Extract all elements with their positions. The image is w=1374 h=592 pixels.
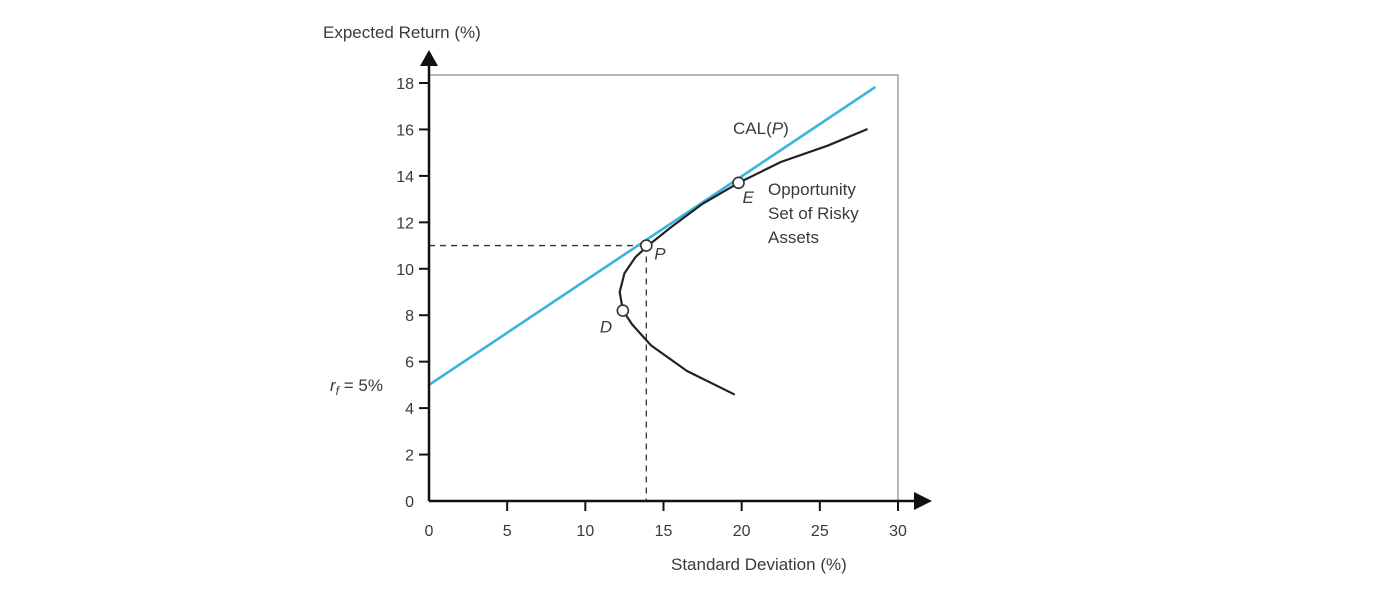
- y-axis-title: Expected Return (%): [323, 23, 481, 42]
- y-tick-label: 14: [396, 169, 414, 186]
- x-tick-label: 20: [733, 523, 751, 540]
- rf-value: = 5%: [339, 376, 383, 395]
- point-label-d: D: [600, 318, 612, 337]
- x-tick-label: 0: [425, 523, 434, 540]
- opportunity-set-label-line-3: Assets: [768, 228, 819, 247]
- y-tick-label: 12: [396, 215, 414, 232]
- rf-subscript: f: [336, 384, 341, 398]
- rf-symbol: r: [330, 376, 337, 395]
- x-axis-arrow: [914, 492, 932, 510]
- cal-line: [427, 86, 876, 387]
- y-tick-label: 10: [396, 262, 414, 279]
- rf-label: rf = 5%: [330, 376, 383, 398]
- y-tick-label: 4: [405, 401, 414, 418]
- y-axis-arrow: [420, 50, 438, 66]
- y-tick-label: 18: [396, 76, 414, 93]
- opportunity-set-label-line-1: Opportunity: [768, 180, 856, 199]
- cal-label: CAL(P): [733, 119, 789, 138]
- point-label-p: P: [654, 245, 666, 264]
- x-tick-label: 15: [655, 523, 673, 540]
- x-tick-label: 25: [811, 523, 829, 540]
- point-label-e: E: [743, 188, 755, 207]
- series-layer: [427, 86, 876, 396]
- y-tick-label: 2: [405, 448, 414, 465]
- x-axis-title: Standard Deviation (%): [671, 555, 847, 574]
- y-tick-label: 8: [405, 308, 414, 325]
- x-tick-label: 30: [889, 523, 907, 540]
- plot-frame: [428, 74, 899, 502]
- x-tick-label: 10: [576, 523, 594, 540]
- y-tick-label: 6: [405, 355, 414, 372]
- opportunity-set-curve: [618, 128, 868, 396]
- opportunity-set-label: Opportunity Set of Risky Assets: [768, 180, 859, 247]
- x-tick-label: 5: [503, 523, 512, 540]
- point-e: [732, 176, 745, 190]
- opportunity-set-label-line-2: Set of Risky: [768, 204, 859, 223]
- point-p: [640, 239, 653, 252]
- axes: 0 2 4 6 8 10 12 14 16 18 0 5 10 15 20 25 30: [396, 50, 932, 540]
- y-tick-label: 0: [405, 494, 414, 511]
- plot-border: [428, 74, 899, 502]
- point-d: [616, 304, 630, 317]
- y-tick-label: 16: [396, 122, 414, 139]
- marked-points: P E D: [600, 176, 755, 337]
- guide-lines: [429, 244, 647, 501]
